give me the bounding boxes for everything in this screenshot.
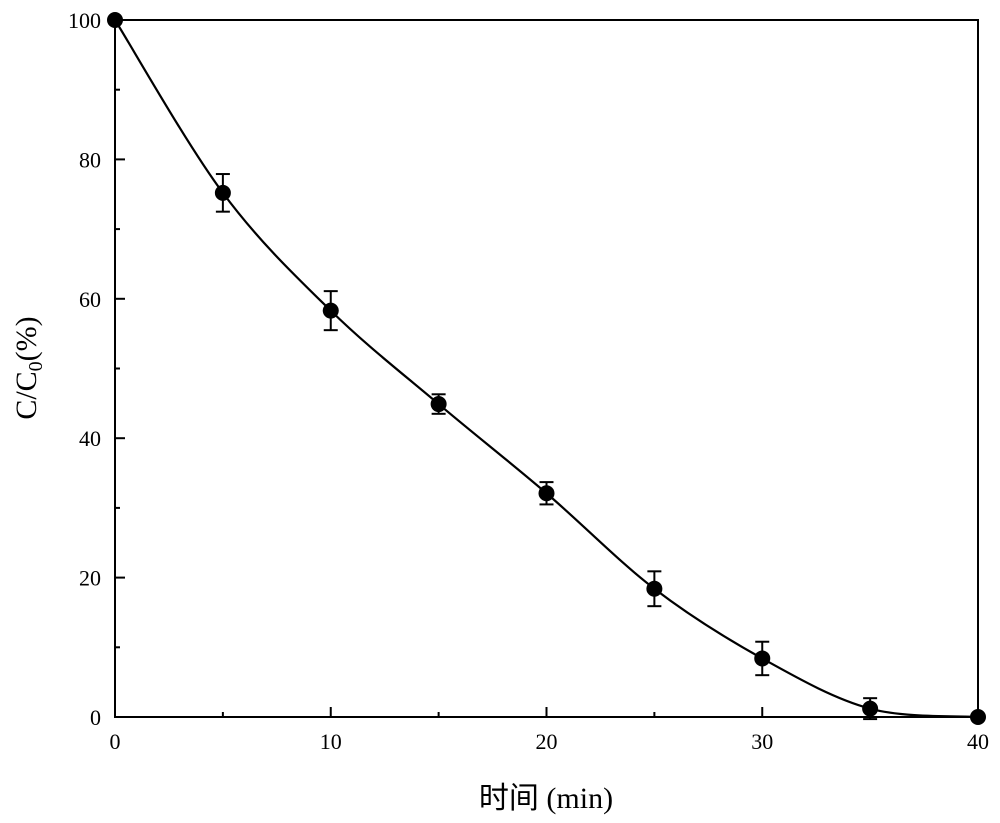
data-point [970, 709, 986, 725]
y-tick-label: 0 [90, 705, 101, 730]
x-axis-ticks: 0 10 20 30 40 [110, 707, 990, 754]
data-point [323, 303, 339, 319]
x-axis-title: 时间 (min) [479, 782, 613, 815]
x-tick-label: 30 [751, 729, 773, 754]
data-point [646, 581, 662, 597]
y-tick-label: 80 [79, 147, 101, 172]
series-line [115, 20, 978, 717]
y-tick-label: 60 [79, 287, 101, 312]
x-tick-label: 0 [110, 729, 121, 754]
y-axis-ticks: 0 20 40 60 80 100 [68, 8, 125, 730]
x-tick-label: 40 [967, 729, 989, 754]
series-layer [107, 12, 986, 725]
y-axis-title-tail: (%) [10, 316, 43, 361]
y-axis-title-main: C/C [10, 371, 43, 419]
y-tick-label: 20 [79, 566, 101, 591]
y-tick-label: 40 [79, 426, 101, 451]
y-axis-title-subscript: 0 [25, 361, 47, 371]
x-tick-label: 10 [320, 729, 342, 754]
data-point [754, 650, 770, 666]
data-point [539, 485, 555, 501]
plot-frame [115, 20, 978, 717]
y-axis-title: C/C0(%) [10, 316, 47, 419]
data-point [431, 396, 447, 412]
data-point [215, 185, 231, 201]
data-point [107, 12, 123, 28]
x-tick-label: 20 [536, 729, 558, 754]
data-point [862, 701, 878, 717]
y-tick-label: 100 [68, 8, 101, 33]
